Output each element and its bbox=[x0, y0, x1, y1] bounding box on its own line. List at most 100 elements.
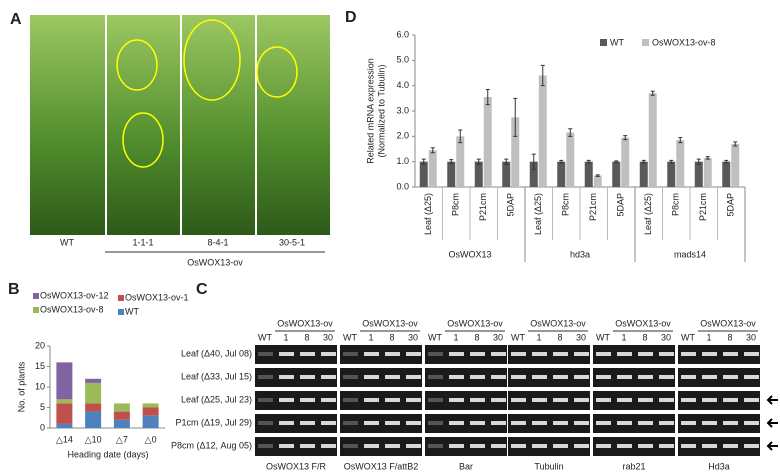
lane-label: 1 bbox=[621, 332, 626, 342]
gel-band bbox=[279, 375, 294, 379]
gel-band bbox=[553, 398, 568, 402]
gel bbox=[340, 368, 422, 387]
y-tick-label: 6.0 bbox=[396, 29, 409, 39]
lane-label: WT bbox=[428, 332, 442, 342]
gel-band bbox=[617, 444, 632, 448]
gel-band bbox=[385, 444, 400, 448]
gel-band bbox=[638, 375, 653, 379]
gel-band bbox=[343, 421, 358, 425]
error-bar bbox=[669, 159, 674, 164]
gel-band bbox=[449, 444, 464, 448]
gel-band bbox=[428, 444, 443, 448]
error-bar bbox=[724, 159, 729, 164]
lane-label: 1 bbox=[706, 332, 711, 342]
gel bbox=[508, 368, 590, 387]
gel-band bbox=[574, 375, 589, 379]
y-tick-label: 1.0 bbox=[396, 156, 409, 166]
gel bbox=[508, 345, 590, 364]
group-header: OsWOX13-ov bbox=[615, 318, 671, 328]
bar bbox=[676, 140, 685, 187]
gel-band bbox=[723, 421, 738, 425]
gel-band bbox=[638, 444, 653, 448]
gel bbox=[255, 414, 337, 433]
gel-band bbox=[617, 352, 632, 356]
error-bar bbox=[449, 159, 454, 165]
y-axis-label: (Normalized to Tubulin) bbox=[376, 64, 386, 157]
gel-band bbox=[511, 352, 526, 356]
x-tick-label: Leaf (Δ25) bbox=[533, 193, 543, 235]
lane-label: 1 bbox=[283, 332, 288, 342]
gel-band bbox=[723, 352, 738, 356]
x-axis-label: Heading date (days) bbox=[67, 449, 148, 459]
bar bbox=[419, 161, 428, 187]
gel-band bbox=[596, 398, 611, 402]
gel-band bbox=[321, 352, 336, 356]
gel bbox=[255, 345, 337, 364]
gel bbox=[593, 345, 675, 364]
x-tick-label: 5DAP bbox=[506, 193, 516, 217]
gene-label: Hd3a bbox=[708, 461, 730, 471]
x-tick-label: P8cm bbox=[561, 193, 571, 216]
legend-swatch bbox=[33, 307, 39, 313]
bar bbox=[703, 157, 712, 187]
gel-band bbox=[638, 352, 653, 356]
legend-label: OsWOX13-ov-8 bbox=[40, 304, 104, 314]
gel-band bbox=[428, 421, 443, 425]
bar bbox=[511, 117, 520, 187]
group-header: OsWOX13-ov bbox=[447, 318, 503, 328]
bar-segment bbox=[85, 382, 102, 404]
y-tick-label: 20 bbox=[35, 340, 45, 350]
group-header: OsWOX13-ov bbox=[700, 318, 756, 328]
gel-band bbox=[258, 421, 273, 425]
photo bbox=[30, 15, 330, 253]
bar-segment bbox=[113, 403, 130, 412]
gel-band bbox=[364, 444, 379, 448]
gel-band bbox=[300, 375, 315, 379]
bar-segment bbox=[85, 411, 102, 428]
gel-band bbox=[702, 352, 717, 356]
gel bbox=[255, 437, 337, 456]
gel-band bbox=[428, 352, 443, 356]
gel-band bbox=[574, 421, 589, 425]
error-bar bbox=[678, 137, 683, 144]
bar bbox=[502, 161, 511, 187]
lane-label: 1 bbox=[368, 332, 373, 342]
x-tick-label: △0 bbox=[145, 434, 157, 444]
gel bbox=[425, 368, 507, 387]
gel-band bbox=[702, 444, 717, 448]
row-label: P8cm (Δ12, Aug 05) bbox=[171, 440, 252, 450]
arrow bbox=[766, 441, 778, 451]
lane-label: WT bbox=[681, 332, 695, 342]
legend-label: OsWOX13-ov-12 bbox=[40, 290, 109, 300]
lane-label: 8 bbox=[474, 332, 479, 342]
gel-band bbox=[385, 375, 400, 379]
gel-band bbox=[470, 444, 485, 448]
panel-label: C bbox=[196, 281, 208, 298]
panel-label: A bbox=[10, 11, 22, 28]
gel-band bbox=[596, 444, 611, 448]
y-axis-label: Related mRNA expression bbox=[365, 58, 375, 164]
lane-label: 8 bbox=[642, 332, 647, 342]
legend-label: WT bbox=[125, 306, 139, 316]
gel-band bbox=[681, 444, 696, 448]
y-tick-label: 2.0 bbox=[396, 131, 409, 141]
gel-band bbox=[364, 352, 379, 356]
gel bbox=[425, 414, 507, 433]
gel bbox=[255, 391, 337, 410]
gel-band bbox=[449, 398, 464, 402]
y-tick-label: 0 bbox=[40, 422, 45, 432]
bar bbox=[722, 161, 731, 187]
gel-band bbox=[659, 398, 674, 402]
gel-band bbox=[511, 444, 526, 448]
bar-segment bbox=[113, 419, 130, 428]
gel-band bbox=[321, 421, 336, 425]
x-tick-label: 5DAP bbox=[726, 193, 736, 217]
gel-band bbox=[470, 421, 485, 425]
gel-band bbox=[406, 444, 421, 448]
bar bbox=[648, 93, 657, 187]
gel-band bbox=[449, 421, 464, 425]
gel-band bbox=[638, 421, 653, 425]
bar bbox=[428, 150, 437, 187]
gel-band bbox=[343, 444, 358, 448]
